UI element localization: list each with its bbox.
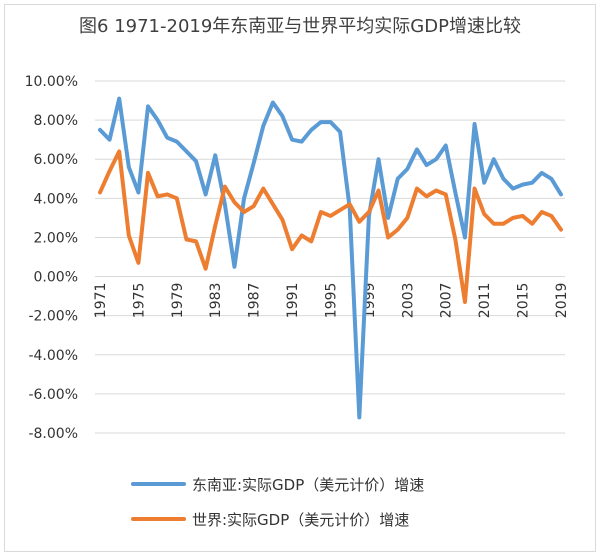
y-tick-label: -8.00%: [28, 426, 78, 442]
y-tick-label: 0.00%: [34, 270, 78, 286]
x-tick-label: 1979: [170, 283, 186, 319]
chart-frame: [4, 4, 596, 552]
y-tick-label: 2.00%: [34, 230, 78, 246]
series-line-1: [98, 149, 563, 304]
y-tick-label: 10.00%: [25, 74, 78, 90]
chart-title: 图6 1971-2019年东南亚与世界平均实际GDP增速比较: [79, 16, 521, 37]
x-tick-label: 1975: [131, 283, 147, 319]
x-tick-label: 2015: [516, 283, 532, 319]
x-tick-label: 2003: [400, 283, 416, 319]
legend-label-1: 世界:实际GDP（美元计价）增速: [192, 511, 409, 529]
x-tick-label: 2019: [554, 283, 570, 319]
y-tick-label: -6.00%: [28, 387, 78, 403]
y-tick-label: -4.00%: [28, 348, 78, 364]
series-line-0: [98, 96, 563, 420]
x-tick-label: 2007: [439, 283, 455, 319]
x-tick-label: 2011: [477, 283, 493, 319]
x-tick-label: 1987: [247, 283, 263, 319]
x-tick-label: 1983: [208, 283, 224, 319]
y-tick-label: -2.00%: [28, 309, 78, 325]
x-tick-label: 1971: [93, 283, 109, 319]
y-tick-label: 6.00%: [34, 152, 78, 168]
y-tick-label: 8.00%: [34, 113, 78, 129]
x-tick-label: 1995: [324, 283, 340, 319]
y-tick-label: 4.00%: [34, 191, 78, 207]
x-tick-label: 1991: [285, 283, 301, 319]
legend-label-0: 东南亚:实际GDP（美元计价）增速: [192, 476, 424, 494]
